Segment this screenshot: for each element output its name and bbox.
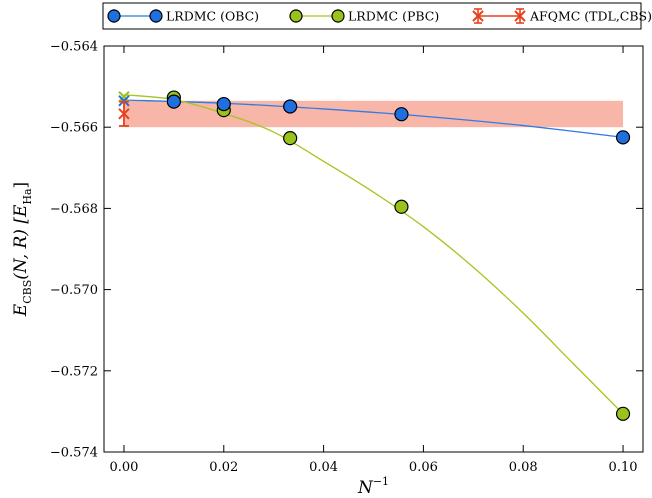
y-axis-title: ECBS(N, R) [EHa] — [11, 182, 34, 317]
marker-obc — [166, 94, 181, 109]
marker-pbc — [283, 131, 298, 146]
markers-layer — [118, 90, 631, 421]
x-tick-label: 0.00 — [109, 460, 138, 475]
y-tick-label: −0.574 — [50, 446, 98, 461]
legend-marker — [331, 9, 345, 23]
y-axis-title-main: E — [11, 303, 31, 317]
legend-box — [102, 2, 642, 30]
x-axis-title-main: N — [357, 478, 374, 498]
x-tick-label: 0.04 — [309, 460, 338, 475]
legend-marker — [107, 9, 121, 23]
y-tick-label: −0.570 — [50, 283, 98, 298]
plot-frame — [103, 45, 644, 453]
legend-marker — [149, 9, 163, 23]
afqmc-band-layer — [123, 100, 624, 128]
marker-obc — [283, 99, 298, 114]
y-axis-title-mid: (N, R) [E — [11, 204, 31, 280]
y-tick-label: −0.564 — [50, 40, 98, 55]
marker-pbc — [615, 406, 631, 421]
legend-label: LRDMC (OBC) — [166, 9, 259, 24]
afqmc-marker — [118, 108, 130, 120]
legend-label: AFQMC (TDL,CBS) — [529, 9, 652, 24]
legend-items: LRDMC (OBC) LRDMC (PBC) AFQMC (TDL,CBS) — [107, 8, 652, 24]
x-tick-label: 0.06 — [409, 460, 438, 475]
x-tick-label: 0.08 — [509, 460, 538, 475]
legend-marker — [472, 10, 484, 22]
marker-pbc-extrapolated — [118, 91, 130, 103]
y-axis-title-sub: CBS — [21, 280, 34, 304]
x-axis-title: N−1 — [357, 475, 389, 498]
marker-obc — [394, 107, 409, 122]
legend-marker — [289, 9, 303, 23]
y-axis-title-sub2: Ha — [21, 188, 34, 205]
marker-obc — [216, 96, 231, 112]
marker-pbc — [394, 199, 409, 214]
ticks-layer: 0.00 0.02 0.04 0.06 0.08 0.10 −0.574 −0.572 −0.5… — [50, 40, 643, 475]
y-tick-label: −0.572 — [50, 364, 98, 379]
marker-obc — [615, 130, 631, 145]
fit-line-pbc — [123, 94, 624, 415]
legend-marker — [514, 10, 526, 22]
x-tick-label: 0.10 — [609, 460, 638, 475]
legend: LRDMC (OBC) LRDMC (PBC) AFQMC (TDL,CBS) — [102, 2, 652, 30]
y-axis-title-end: ] — [11, 182, 31, 189]
y-tick-label: −0.568 — [50, 202, 98, 217]
x-axis-title-sup: −1 — [373, 475, 389, 488]
x-tick-label: 0.02 — [209, 460, 238, 475]
legend-label: LRDMC (PBC) — [348, 9, 439, 24]
y-tick-label: −0.566 — [50, 121, 98, 136]
afqmc-band — [123, 100, 624, 128]
